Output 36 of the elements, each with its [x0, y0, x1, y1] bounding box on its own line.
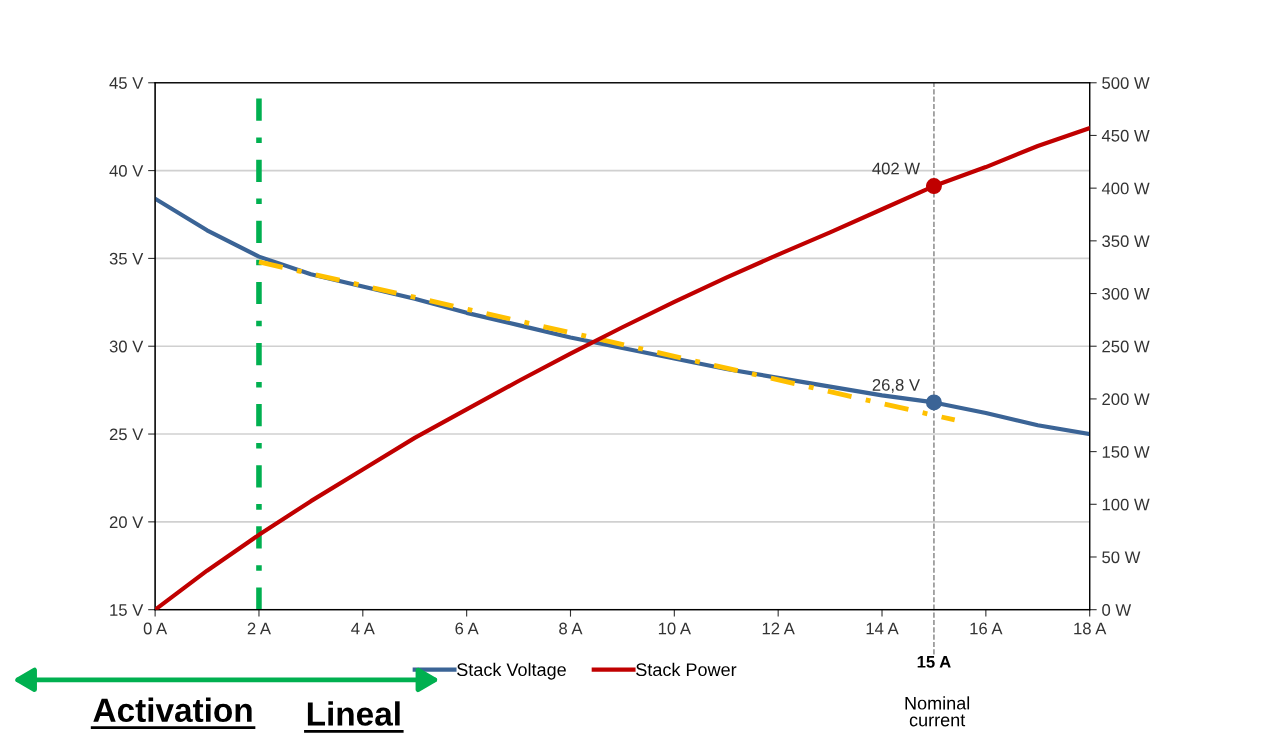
y2-tick-label: 50 W: [1102, 551, 1141, 564]
y-tick-label: 20 V: [109, 516, 144, 529]
y-tick-label: 25 V: [109, 428, 144, 441]
y2-tick-label: 350 W: [1102, 235, 1150, 248]
y-tick-label: 40 V: [109, 164, 144, 177]
y2-tick-label: 200 W: [1102, 393, 1150, 406]
legend-label: Stack Voltage: [457, 662, 566, 680]
y-tick-label: 30 V: [109, 340, 144, 353]
y2-tick-label: 500 W: [1102, 77, 1150, 89]
y-tick-label: 15 V: [110, 604, 144, 616]
y2-tick-label: 150 W: [1102, 446, 1150, 458]
ref-line-label: 15 A: [917, 656, 951, 668]
y2-tick-label: 450 W: [1101, 129, 1150, 142]
y2-tick-label: 100 W: [1102, 498, 1150, 511]
data-label: 26,8 V: [872, 379, 920, 393]
x-tick-label: 12 A: [762, 622, 795, 635]
y2-tick-label: 300 W: [1102, 287, 1150, 300]
y-tick-label: 45 V: [109, 77, 144, 89]
x-tick-label: 18 A: [1074, 622, 1107, 635]
y2-tick-label: 400 W: [1101, 182, 1150, 195]
data-label: 402 W: [872, 162, 920, 175]
text: Lineal: [307, 701, 400, 726]
x-tick-label: 4 A: [351, 622, 375, 635]
x-tick-label: 8 A: [559, 622, 583, 635]
y-tick-label: 35 V: [109, 252, 144, 265]
x-tick-label: 16 A: [970, 622, 1003, 635]
legend-label: Stack Power: [636, 662, 737, 677]
x-tick-label: 6 A: [455, 622, 479, 635]
x-tick-label: 14 A: [866, 622, 899, 635]
y2-tick-label: 0 W: [1102, 604, 1132, 616]
text: Activation: [93, 697, 252, 723]
y2-tick-label: 250 W: [1102, 340, 1150, 353]
text: Nominal current: [905, 696, 970, 727]
x-tick-label: 10 A: [658, 622, 691, 635]
x-tick-label: 0 A: [143, 622, 168, 635]
x-tick-label: 2 A: [247, 622, 271, 635]
